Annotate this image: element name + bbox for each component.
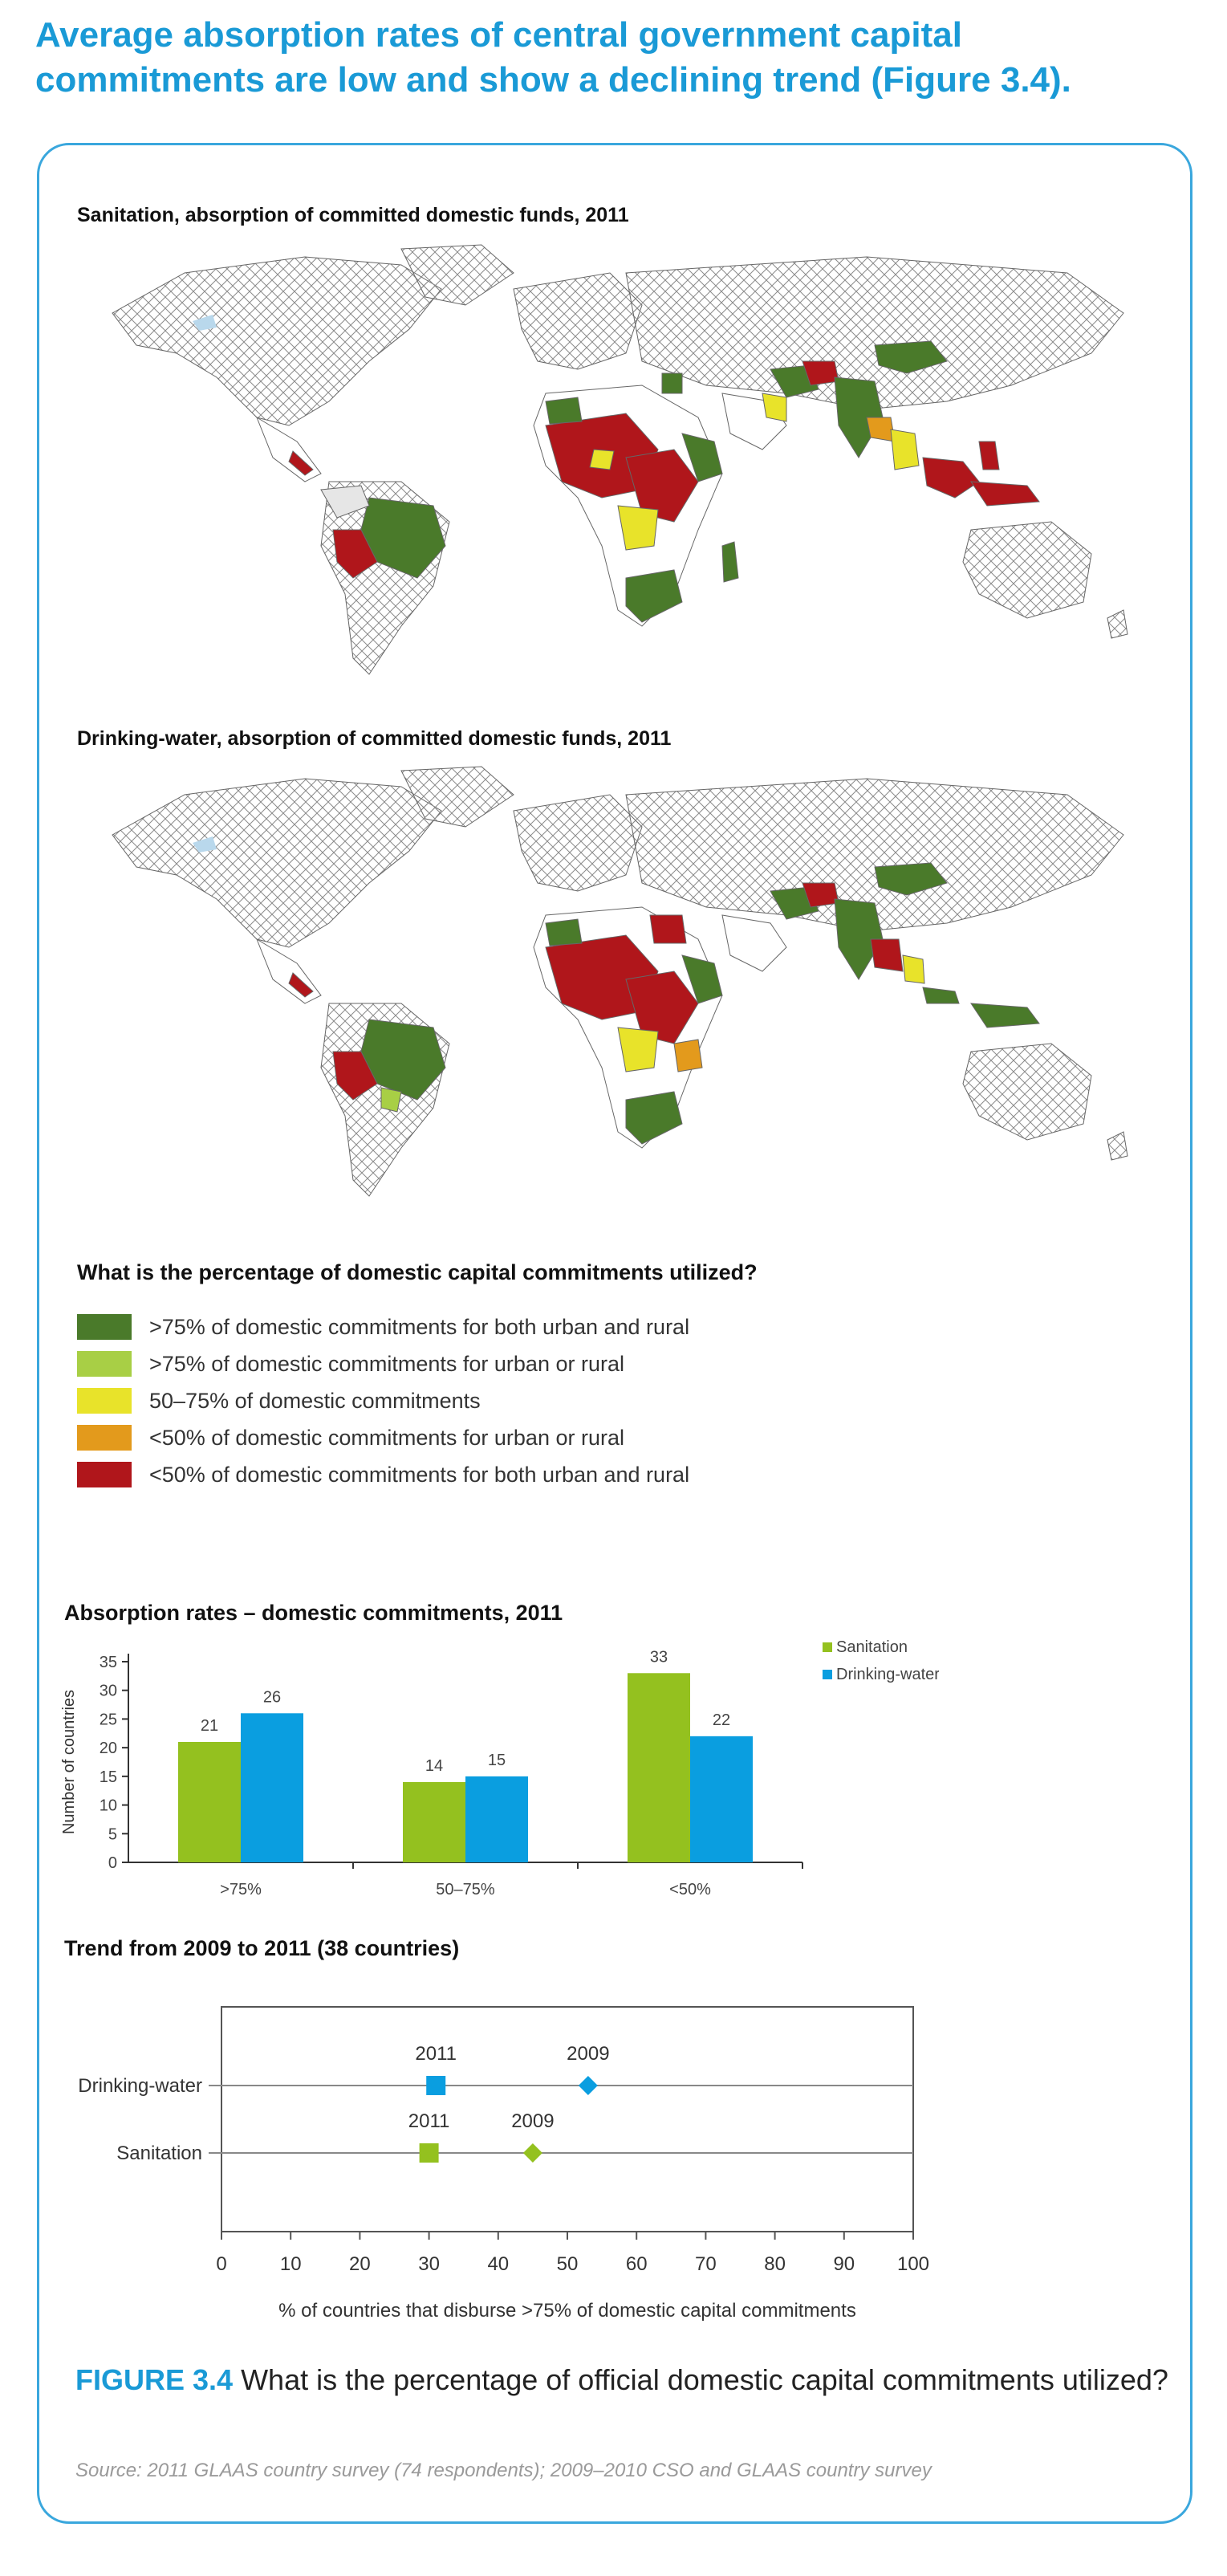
- map-legend-title: What is the percentage of domestic capit…: [77, 1260, 758, 1284]
- legend-label: 50–75% of domestic commitments: [149, 1388, 481, 1413]
- bar-value-label: 22: [713, 1711, 730, 1729]
- bar-chart-title: Absorption rates – domestic commitments,…: [64, 1601, 563, 1625]
- x-tick-label: 100: [897, 2253, 929, 2275]
- bar-chart: Number of countries 0 5 10 15 20 25 30 35 21 26 >75…: [60, 1638, 939, 1898]
- x-tick-label: 50–75%: [436, 1881, 495, 1898]
- dot-chart: Drinking-water Sanitation 0 10 20 30 40 50 60 70 8…: [78, 2006, 929, 2322]
- bar: [628, 1673, 690, 1862]
- y-tick-label: 10: [100, 1797, 117, 1815]
- point-marker: [426, 2076, 446, 2095]
- y-axis-label: Number of countries: [60, 1690, 78, 1834]
- y-tick-label: 35: [100, 1654, 117, 1671]
- point-year-label: 2011: [415, 2043, 457, 2065]
- point-marker: [522, 2143, 542, 2163]
- x-tick-label: 70: [695, 2253, 717, 2275]
- legend-item: >75% of domestic commitments for both ur…: [77, 1313, 689, 1341]
- legend-item: >75% of domestic commitments for urban o…: [77, 1350, 624, 1378]
- legend-label: <50% of domestic commitments for both ur…: [149, 1462, 690, 1487]
- point-year-label: 2009: [567, 2043, 609, 2065]
- x-axis-label: % of countries that disburse >75% of dom…: [278, 2300, 856, 2322]
- sanitation-world-map: [112, 244, 1128, 675]
- legend-swatch: [77, 1351, 132, 1377]
- x-tick-label: 20: [349, 2253, 371, 2275]
- y-tick-label: 5: [108, 1825, 117, 1843]
- legend-swatch: [77, 1425, 132, 1451]
- bar-value-label: 14: [425, 1757, 443, 1775]
- y-tick-label: 25: [100, 1711, 117, 1728]
- bar: [465, 1776, 528, 1862]
- y-tick-label: 15: [100, 1768, 117, 1786]
- legend-label: Drinking-water: [836, 1666, 939, 1683]
- y-tick-label: 20: [100, 1740, 117, 1757]
- sanitation-map-title: Sanitation, absorption of committed dome…: [77, 204, 629, 226]
- point-year-label: 2011: [408, 2110, 450, 2132]
- legend-swatch: [77, 1314, 132, 1340]
- figure-caption: FIGURE 3.4 What is the percentage of off…: [75, 2362, 1183, 2399]
- x-tick-label: >75%: [220, 1881, 262, 1898]
- bar-value-label: 26: [263, 1688, 281, 1706]
- point-marker: [419, 2143, 439, 2163]
- legend-label: >75% of domestic commitments for urban o…: [149, 1351, 624, 1376]
- legend-swatch: [77, 1462, 132, 1487]
- legend-swatch: [823, 1642, 832, 1652]
- dot-chart-title: Trend from 2009 to 2011 (38 countries): [64, 1936, 460, 1960]
- figure-caption-text: What is the percentage of official domes…: [233, 2363, 1168, 2396]
- legend-item: 50–75% of domestic commitments: [77, 1387, 481, 1414]
- x-tick-label: 0: [216, 2253, 226, 2275]
- figure-label: FIGURE 3.4: [75, 2363, 234, 2396]
- x-tick-label: 80: [764, 2253, 786, 2275]
- drinking-water-map-title: Drinking-water, absorption of committed …: [77, 727, 672, 750]
- bar-value-label: 15: [488, 1752, 506, 1769]
- category-label: Sanitation: [116, 2143, 202, 2164]
- legend-item: <50% of domestic commitments for urban o…: [77, 1424, 624, 1451]
- source-note: Source: 2011 GLAAS country survey (74 re…: [75, 2460, 932, 2481]
- x-tick-label: 40: [487, 2253, 509, 2275]
- x-tick-label: <50%: [669, 1881, 711, 1898]
- drinking-water-world-map: [112, 766, 1128, 1197]
- x-tick-label: 60: [626, 2253, 648, 2275]
- bar: [403, 1782, 465, 1862]
- point-year-label: 2009: [511, 2110, 554, 2132]
- y-tick-label: 0: [108, 1854, 117, 1872]
- legend-label: >75% of domestic commitments for both ur…: [149, 1314, 690, 1339]
- y-tick-label: 30: [100, 1683, 117, 1700]
- legend-item: <50% of domestic commitments for both ur…: [77, 1461, 689, 1488]
- x-tick-label: 10: [280, 2253, 302, 2275]
- bar-value-label: 21: [201, 1717, 218, 1735]
- legend-swatch: [823, 1670, 832, 1679]
- x-tick-label: 90: [833, 2253, 855, 2275]
- x-tick-label: 30: [418, 2253, 440, 2275]
- point-marker: [578, 2076, 598, 2095]
- legend-swatch: [77, 1388, 132, 1414]
- bar: [690, 1736, 753, 1862]
- bar: [178, 1742, 241, 1862]
- bar-value-label: 33: [650, 1648, 668, 1666]
- category-label: Drinking-water: [78, 2075, 202, 2097]
- plot-frame: [221, 2006, 914, 2232]
- bar: [241, 1713, 303, 1862]
- x-tick-label: 50: [557, 2253, 579, 2275]
- legend-label: <50% of domestic commitments for urban o…: [149, 1425, 624, 1450]
- legend-label: Sanitation: [836, 1638, 908, 1656]
- headline: Average absorption rates of central gove…: [35, 15, 1071, 100]
